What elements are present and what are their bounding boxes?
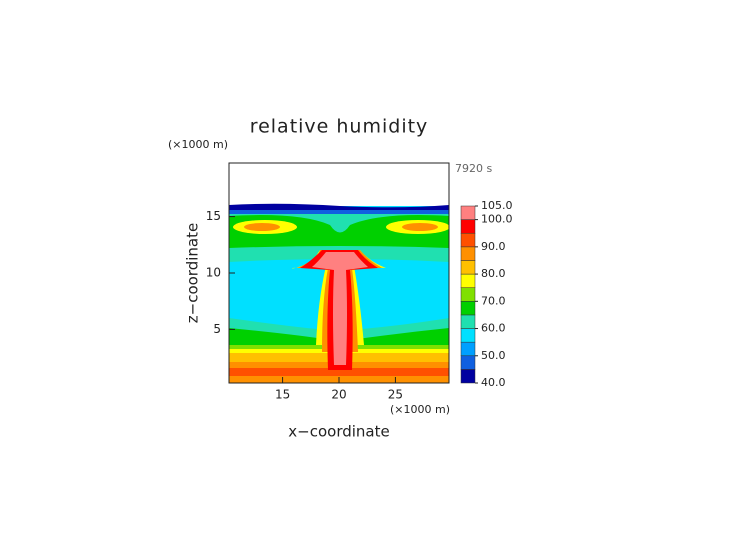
colorbar-band <box>460 314 476 329</box>
contour-field <box>229 203 449 383</box>
colorbar-band <box>460 232 476 248</box>
colorbar-band <box>460 219 476 234</box>
y-tick-label: 5 <box>213 322 221 336</box>
y-tick-label: 10 <box>206 266 221 280</box>
colorbar-tick-label: 50.0 <box>481 349 506 362</box>
colorbar-band <box>460 205 476 220</box>
colorbar-tick-label: 70.0 <box>481 294 506 307</box>
plume-core <box>312 252 368 365</box>
time-annotation: 7920 s <box>455 162 492 175</box>
field-band <box>229 203 449 211</box>
colorbar-tick-label: 60.0 <box>481 322 506 335</box>
field-band <box>229 368 449 376</box>
colorbar-tick-label: 40.0 <box>481 376 506 389</box>
x-tick-label: 20 <box>331 388 346 402</box>
colorbar-band <box>460 341 476 357</box>
colorbar-band <box>460 273 476 288</box>
field-band <box>229 210 449 214</box>
colorbar-band <box>460 369 476 384</box>
x-tick-label: 25 <box>388 388 403 402</box>
chart-title: relative humidity <box>250 116 429 138</box>
x-tick-label: 15 <box>275 388 290 402</box>
field-band <box>402 223 438 231</box>
colorbar-band <box>460 246 476 261</box>
y-tick-label: 15 <box>206 209 221 223</box>
colorbar-tick-label: 105.0 <box>481 199 513 212</box>
y-unit-label: (×1000 m) <box>168 138 228 151</box>
colorbar-tick-label: 100.0 <box>481 213 513 226</box>
x-unit-label: (×1000 m) <box>390 403 450 416</box>
field-band <box>229 328 449 350</box>
colorbar-band <box>460 355 476 370</box>
colorbar-band <box>460 301 476 316</box>
field-band <box>244 223 280 231</box>
colorbar-tick-label: 80.0 <box>481 267 506 280</box>
colorbar-band <box>460 287 476 302</box>
colorbar-band <box>460 260 476 275</box>
x-axis-label: x−coordinate <box>288 423 389 441</box>
y-axis-label: z−coordinate <box>184 223 202 323</box>
colorbar-tick-label: 90.0 <box>481 240 506 253</box>
colorbar-band <box>460 328 476 343</box>
